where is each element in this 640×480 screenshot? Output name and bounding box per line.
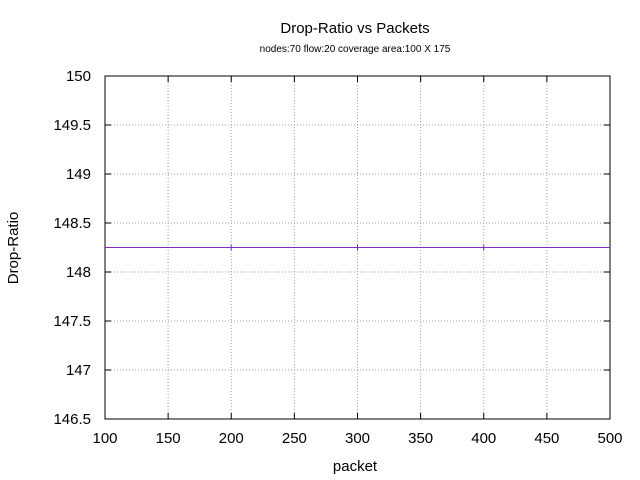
y-tick-label: 149.5 [53,117,91,134]
y-tick-label: 147 [66,362,91,379]
y-tick-label: 148.5 [53,215,91,232]
series-layer [105,244,610,251]
y-tick-label: 147.5 [53,313,91,330]
x-axis-label: packet [333,458,378,475]
x-tick-label: 150 [156,430,181,447]
y-tick-label: 148 [66,264,91,281]
x-tick-label: 400 [471,430,496,447]
x-tick-label: 250 [282,430,307,447]
chart-title: Drop-Ratio vs Packets [280,20,429,37]
x-tick-label: 100 [92,430,117,447]
x-tick-label: 300 [345,430,370,447]
y-tick-label: 150 [66,68,91,85]
y-tick-label: 149 [66,166,91,183]
chart-subtitle: nodes:70 flow:20 coverage area:100 X 175 [260,44,451,55]
x-tick-label: 450 [534,430,559,447]
y-axis-label: Drop-Ratio [5,212,22,285]
x-tick-label: 500 [597,430,622,447]
y-tick-label: 146.5 [53,411,91,428]
x-tick-label: 200 [219,430,244,447]
x-tick-label: 350 [408,430,433,447]
axis-ticks: 100 150 200 250 300 350 400 450 500 146.5 147 147.5… [53,68,622,447]
